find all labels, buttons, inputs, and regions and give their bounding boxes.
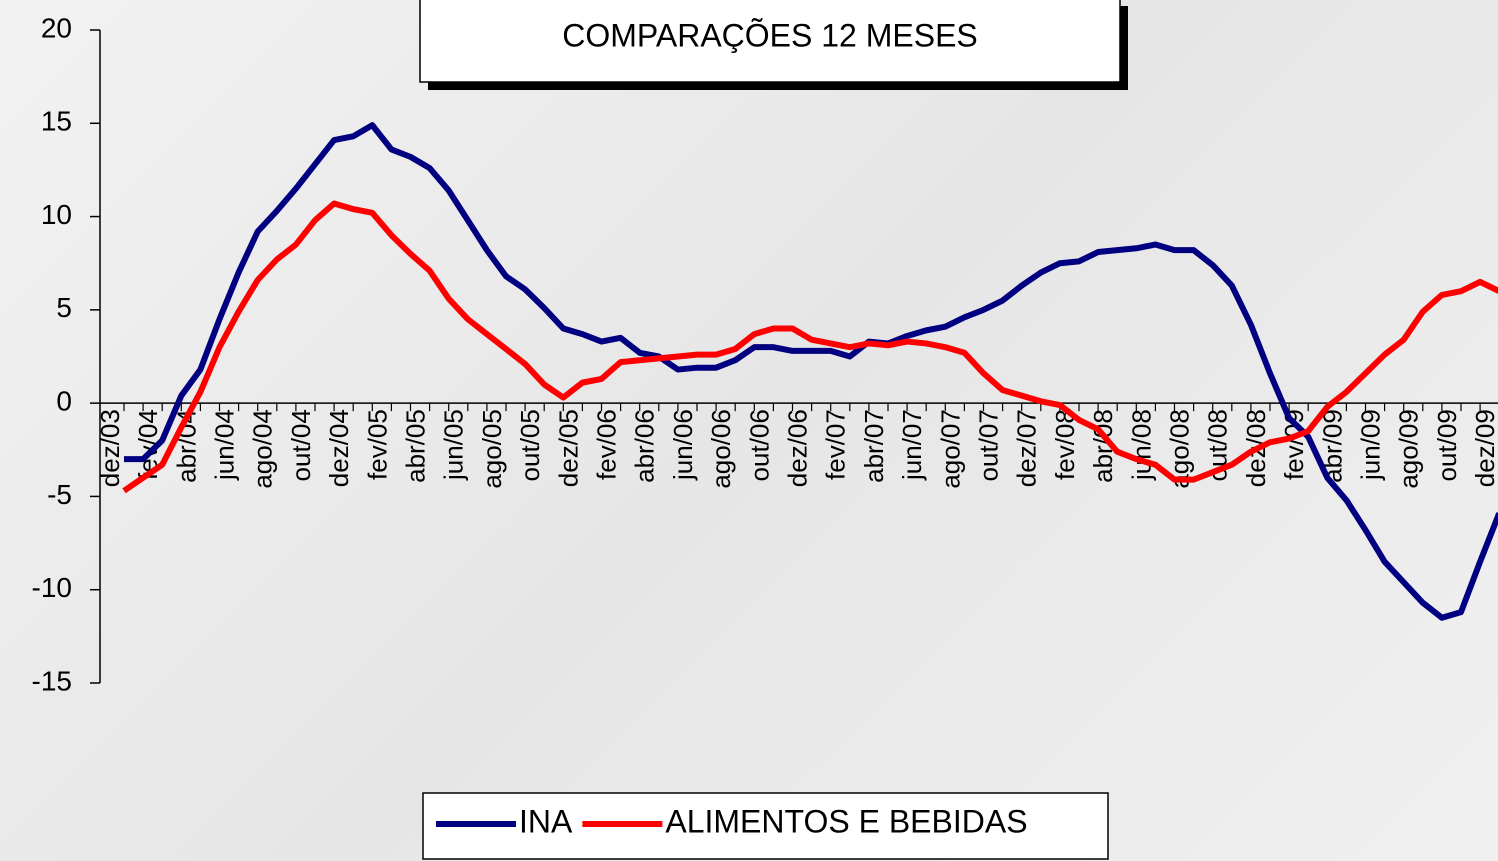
x-tick-label: dez/06 [782,409,812,487]
x-tick-label: ago/05 [477,409,507,489]
x-tick-label: fev/06 [591,409,621,480]
line-series [124,122,1498,621]
x-tick-label: ago/07 [935,409,965,489]
x-tick-label: out/04 [286,409,316,481]
y-tick-label: 5 [56,292,72,323]
x-tick-label: abr/06 [630,409,660,483]
y-tick-label: -15 [32,665,72,696]
x-tick-label: jun/08 [1126,409,1156,481]
x-tick-label: dez/09 [1470,409,1498,487]
x-tick-label: fev/07 [821,409,851,480]
y-tick-label: 15 [41,106,72,137]
x-tick-label: ago/06 [706,409,736,489]
x-tick-label: fev/08 [1050,409,1080,480]
x-tick-label: out/05 [515,409,545,481]
y-tick-label: 20 [41,12,72,43]
x-tick-label: jun/04 [209,409,239,481]
legend-label: ALIMENTOS E BEBIDAS [665,803,1027,839]
chart-title: COMPARAÇÕES 12 MESES [562,17,978,53]
x-tick-label: jun/06 [668,409,698,481]
x-tick-label: jun/09 [1355,409,1385,481]
x-tick-label: ago/04 [248,409,278,489]
x-tick-label: out/09 [1432,409,1462,481]
x-tick-label: dez/03 [95,409,125,487]
x-tick-label: jun/05 [439,409,469,481]
x-tick-label: ago/09 [1394,409,1424,489]
title-box [419,0,1121,83]
y-tick-label: 10 [41,199,72,230]
legend-label: INA [519,803,573,839]
x-tick-label: abr/05 [400,409,430,483]
x-tick-label: abr/07 [859,409,889,483]
x-tick-label: dez/04 [324,409,354,487]
y-tick-label: -10 [32,572,72,603]
line-series [122,200,1498,494]
y-tick-label: 0 [56,386,72,417]
x-tick-label: dez/07 [1012,409,1042,487]
x-tick-label: out/06 [744,409,774,481]
x-tick-label: out/07 [973,409,1003,481]
legend [422,792,1109,860]
x-tick-label: fev/05 [362,409,392,480]
x-tick-label: dez/05 [553,409,583,487]
x-tick-label: jun/07 [897,409,927,481]
y-tick-label: -5 [47,479,72,510]
legend-items: INA ALIMENTOS E BEBIDAS [436,803,1028,839]
